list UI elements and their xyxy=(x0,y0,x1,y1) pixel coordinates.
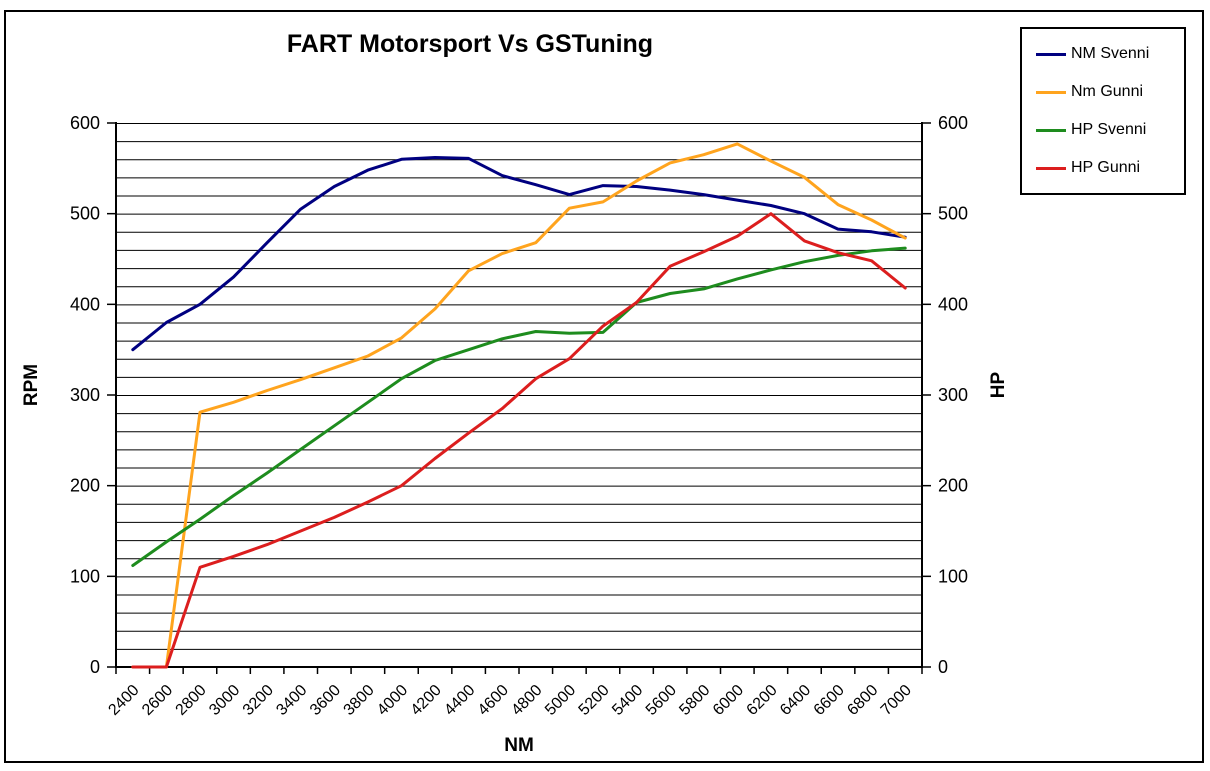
y-tick-label-left: 300 xyxy=(70,385,100,405)
y-tick-label-right: 100 xyxy=(938,566,968,586)
x-tick-label: 5000 xyxy=(542,682,579,719)
left-axis-title: RPM xyxy=(21,363,42,407)
y-tick-labels: 0 0 100 100 200 200 300 300 400 400 500 500 600 600 xyxy=(70,113,968,677)
series-line-hp-gunni xyxy=(131,212,907,669)
legend-item-label: HP Svenni xyxy=(1071,121,1147,138)
x-tick-label: 5600 xyxy=(643,682,680,719)
x-tick-label: 4400 xyxy=(441,682,478,719)
y-tick-label-right: 600 xyxy=(938,113,968,133)
series-line-nm-svenni xyxy=(131,156,907,352)
legend-line-swatch xyxy=(1036,52,1066,56)
x-tick-label: 6000 xyxy=(710,682,747,719)
x-tick-label: 3800 xyxy=(341,682,378,719)
x-ticks xyxy=(115,667,923,674)
legend-item: HP Svenni xyxy=(1036,121,1180,139)
legend-item: NM Svenni xyxy=(1036,45,1180,63)
legend-item: HP Gunni xyxy=(1036,159,1180,177)
legend-line-swatch xyxy=(1036,90,1066,94)
right-axis-title: HP xyxy=(988,371,1009,399)
y-tick-label-left: 500 xyxy=(70,204,100,224)
legend: NM Svenni Nm Gunni HP Svenni HP Gunni xyxy=(1020,27,1186,195)
y-ticks xyxy=(107,122,931,668)
y-tick-label-left: 400 xyxy=(70,294,100,314)
x-tick-label: 2800 xyxy=(173,682,210,719)
x-tick-label: 4200 xyxy=(408,682,445,719)
x-axis-title: NM xyxy=(504,735,534,756)
x-tick-label: 4600 xyxy=(475,682,512,719)
x-tick-labels: 2400260028003000320034003600380040004200… xyxy=(105,682,915,719)
legend-item: Nm Gunni xyxy=(1036,83,1180,101)
series-line-hp-svenni xyxy=(131,246,907,567)
x-tick-label: 6400 xyxy=(777,682,814,719)
x-tick-label: 3200 xyxy=(240,682,277,719)
legend-line-swatch xyxy=(1036,166,1066,170)
x-tick-label: 5400 xyxy=(609,682,646,719)
y-tick-label-right: 400 xyxy=(938,294,968,314)
x-tick-label: 3000 xyxy=(206,682,243,719)
legend-item-label: HP Gunni xyxy=(1071,159,1141,176)
x-tick-label: 3600 xyxy=(307,682,344,719)
y-tick-label-left: 100 xyxy=(70,566,100,586)
x-tick-label: 4800 xyxy=(508,682,545,719)
x-tick-label: 5800 xyxy=(676,682,713,719)
x-tick-label: 2600 xyxy=(139,682,176,719)
x-tick-label: 4000 xyxy=(374,682,411,719)
series-line-nm-gunni xyxy=(131,142,907,669)
y-tick-label-right: 500 xyxy=(938,204,968,224)
legend-item-label: NM Svenni xyxy=(1071,45,1150,62)
x-tick-label: 5200 xyxy=(576,682,613,719)
x-tick-label: 6600 xyxy=(811,682,848,719)
x-tick-label: 3400 xyxy=(273,682,310,719)
y-tick-label-left: 0 xyxy=(90,657,100,677)
y-tick-label-left: 600 xyxy=(70,113,100,133)
x-tick-label: 6200 xyxy=(744,682,781,719)
legend-line-swatch xyxy=(1036,128,1066,132)
chart-title: FART Motorsport Vs GSTuning xyxy=(286,30,654,58)
y-tick-label-right: 200 xyxy=(938,476,968,496)
legend-item-label: Nm Gunni xyxy=(1071,83,1144,100)
x-tick-label: 6800 xyxy=(844,682,881,719)
y-tick-label-right: 0 xyxy=(938,657,948,677)
x-tick-label: 2400 xyxy=(105,682,142,719)
chart-outer-border xyxy=(4,10,1204,763)
y-tick-label-right: 300 xyxy=(938,385,968,405)
x-tick-label: 7000 xyxy=(878,682,915,719)
y-tick-label-left: 200 xyxy=(70,476,100,496)
